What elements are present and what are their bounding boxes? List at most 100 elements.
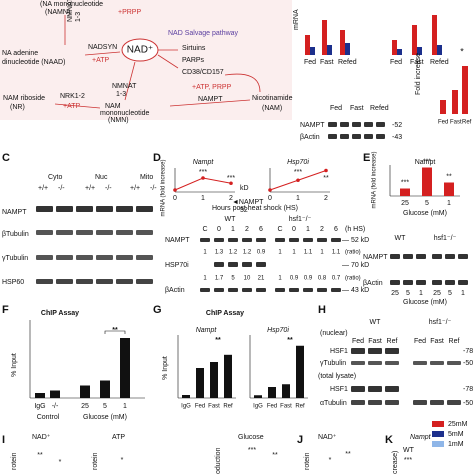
label: -50 [463,400,473,407]
label: C [277,226,282,233]
blot-band [303,238,313,242]
label: 1.3 [215,250,224,256]
label: *** [423,158,431,165]
blot-band [351,348,365,354]
blot-band [445,254,455,259]
blot-band [340,122,349,127]
label: βActin [300,134,320,141]
x-tick-label: -/- [52,403,59,410]
x-tick-label: IgG [181,404,191,410]
label: WT [395,235,407,242]
blot-band [76,206,93,212]
label: NAMPT [363,254,388,261]
label: -/- [105,185,112,192]
label: (NA mononucleotide [40,1,103,8]
blot-band [228,262,238,267]
blot-band [136,255,153,260]
blot-band [351,361,365,365]
label: 52 [240,207,248,214]
label: kD [240,185,249,192]
label: +/+ [85,185,95,192]
blot-band [403,254,413,259]
blot-band [328,122,337,127]
label: -43 [392,134,402,141]
blot-band [56,206,73,212]
blot-band [368,361,382,365]
pathway-arrows [54,15,261,109]
label: 2 [245,226,249,233]
label: Nampt [196,327,218,334]
label: CD38/CD157 [182,69,224,76]
label: Refed [370,105,389,112]
label: * [121,457,124,464]
label: 0 [292,226,296,233]
label: *** [401,179,409,186]
label: *** [294,169,302,176]
x-tick-label: 1 [123,403,127,410]
label: Nampt [193,159,215,166]
label: 0.9 [304,276,313,282]
label: NMNAT [112,83,137,90]
label: Glucose (mM) [403,210,447,217]
label: 1-3 [116,91,126,98]
blot-band [390,254,400,259]
x-tick-label: 1 [296,195,300,202]
bar-fragment [340,30,345,55]
label: 2 [320,226,324,233]
bar-fragment [322,20,327,55]
label: ** [272,452,278,459]
blot-band [447,400,461,405]
x-tick-label: 2 [324,195,328,202]
blot-band [76,230,93,235]
blot-band [242,288,252,292]
label: *** [199,169,207,176]
label: NAD⁺ [318,434,337,441]
blot-band [340,134,349,139]
label: NAMPT [300,122,325,129]
label: 1-3 [75,12,82,22]
blot-band [36,206,53,212]
bar-fragment [417,47,422,55]
blot-band [303,288,313,292]
label: HSF1 [330,348,348,355]
label: dinucleotide (NAAD) [2,59,65,66]
blot-band [364,134,373,139]
label: 5 [231,276,235,282]
label: 1 [461,290,465,297]
blot-band [331,238,341,242]
blot-band [256,288,266,292]
bar-fragment [462,66,468,114]
x-tick-label: 0 [268,195,272,202]
label: Refed [338,59,357,66]
panel-letter: I [2,434,5,446]
label: Fast [450,120,462,126]
blot-band [447,361,461,365]
label: % Input [162,356,169,380]
bar-fragment [327,45,332,55]
label: γTubulin [320,360,346,367]
panel-letter: E [363,152,370,164]
label: (NR) [10,104,25,111]
blot-band [256,238,266,242]
label: rotein [11,452,18,470]
blot-band [317,238,327,242]
blot-band [331,288,341,292]
label: 5 [406,290,410,297]
label: WT [225,216,237,223]
label: C [202,226,207,233]
label: NAM [105,103,121,110]
bar-fragment [412,25,417,55]
label: 21 [258,276,265,282]
label: 25 [391,290,399,297]
label: -/- [58,185,65,192]
blot-band [275,288,285,292]
label: 1 [306,226,310,233]
label: rotein [92,452,99,470]
blot-band [228,238,238,242]
label: 1 [231,226,235,233]
label: (ratio) [345,250,361,256]
bar [100,380,110,398]
label: — 52 kD [342,237,369,244]
label: NMNAT [67,0,74,22]
